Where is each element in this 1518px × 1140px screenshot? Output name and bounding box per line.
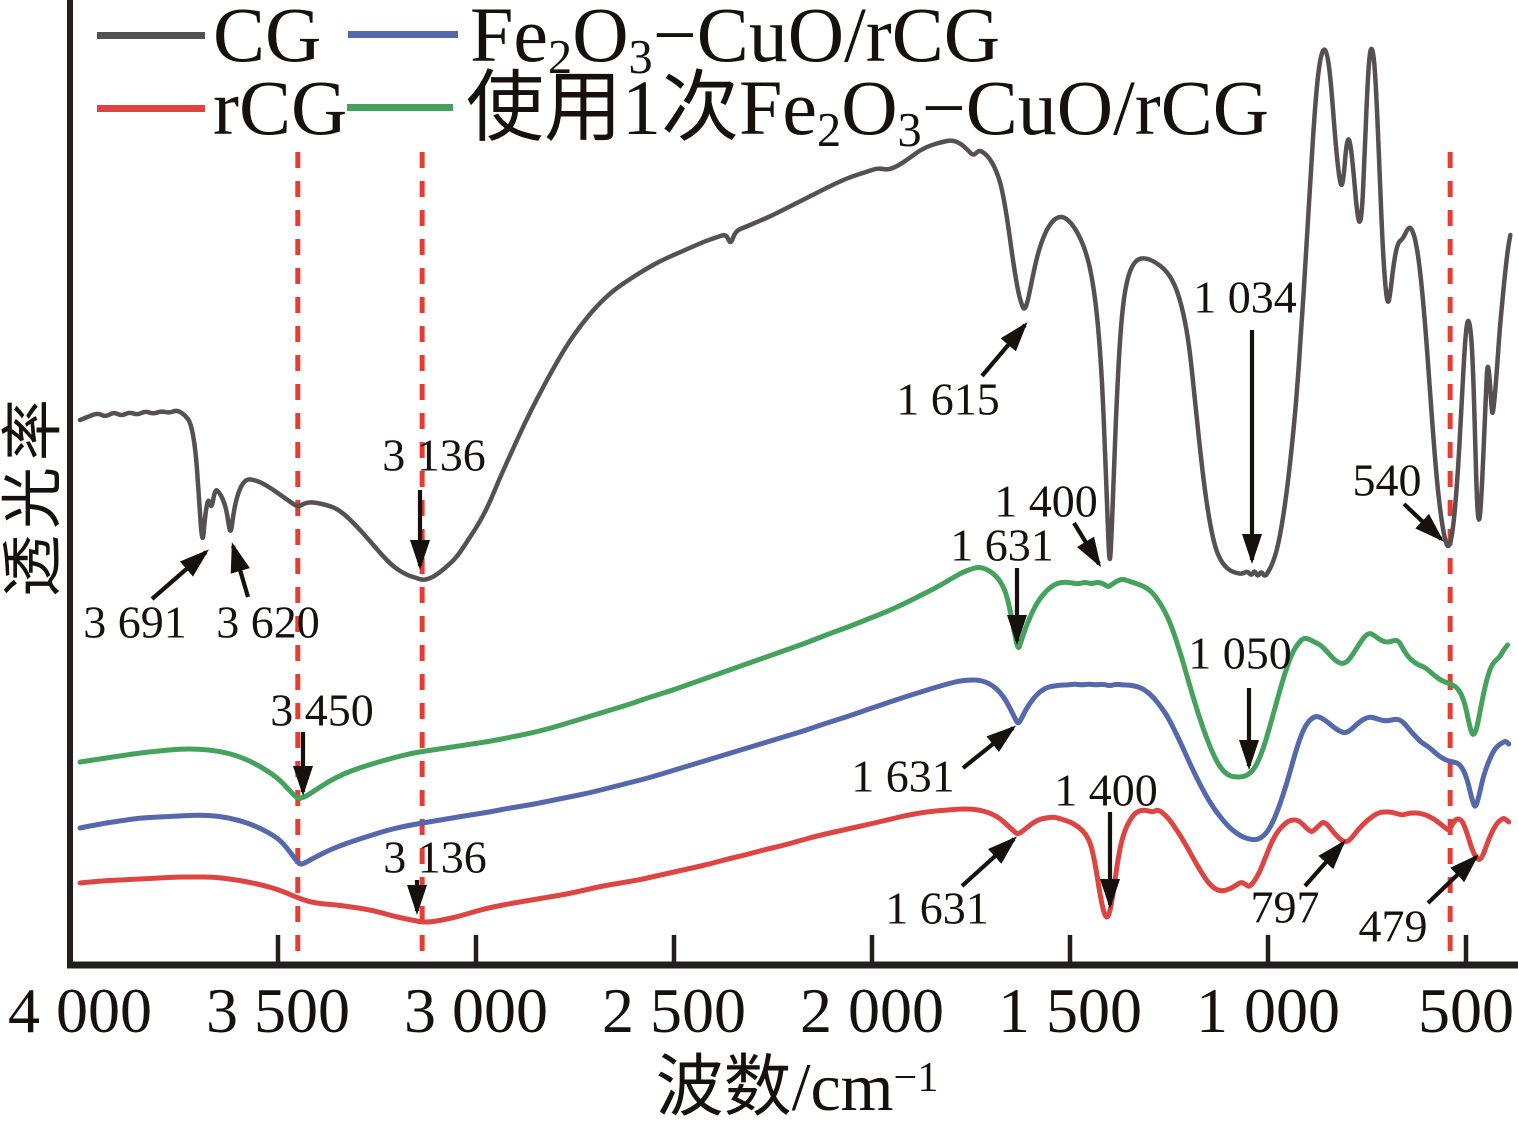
annotation-arrow-14 bbox=[1303, 840, 1346, 888]
series-curve-rCG bbox=[77, 806, 1512, 925]
annotation-label-3: 3 450 bbox=[270, 685, 374, 736]
annotation-arrow-11 bbox=[961, 725, 1017, 770]
annotation-label-8: 1 034 bbox=[1193, 272, 1297, 323]
x-tick-label-3000: 3 000 bbox=[404, 975, 548, 1046]
annotation-label-9: 540 bbox=[1353, 455, 1422, 506]
annotation-label-15: 479 bbox=[1359, 901, 1428, 952]
annotation-arrow-0 bbox=[150, 549, 210, 601]
annotation-label-6: 1 400 bbox=[994, 476, 1098, 527]
legend-label-fe2o3-cuo-rcg: Fe2O3−CuO/rCG bbox=[470, 0, 1001, 85]
x-tick-label-1500: 1 500 bbox=[998, 975, 1142, 1046]
annotation-arrow-1 bbox=[230, 542, 251, 598]
legend-label-rcg: rCG bbox=[213, 64, 348, 151]
annotation-label-14: 797 bbox=[1251, 882, 1320, 933]
x-tick-label-1000: 1 000 bbox=[1196, 975, 1340, 1046]
annotation-arrow-6 bbox=[1072, 521, 1102, 568]
annotation-arrow-5 bbox=[980, 321, 1028, 378]
series-curve-Fe2O3-CuO-rCG bbox=[77, 677, 1512, 867]
annotation-label-0: 3 691 bbox=[83, 597, 187, 648]
annotation-label-13: 1 400 bbox=[1054, 765, 1158, 816]
x-tick-label-2000: 2 000 bbox=[800, 975, 944, 1046]
legend-swatch-rcg bbox=[97, 105, 205, 112]
annotation-label-2: 3 136 bbox=[382, 430, 486, 481]
annotation-label-4: 3 136 bbox=[383, 832, 487, 883]
legend-swatch-fe2o3-cuo-rcg bbox=[348, 31, 458, 38]
series-curve--1-Fe2O3-CuO-rCG bbox=[77, 565, 1511, 801]
annotation-arrow-9 bbox=[1402, 502, 1444, 542]
annotation-arrow-12 bbox=[960, 836, 1017, 888]
annotation-label-7: 1 631 bbox=[950, 520, 1054, 571]
x-axis-label: 波数/cm−1 bbox=[655, 1049, 939, 1125]
annotation-label-10: 1 050 bbox=[1188, 628, 1292, 679]
x-tick-label-4000: 4 000 bbox=[8, 975, 152, 1046]
x-tick-label-3500: 3 500 bbox=[206, 975, 350, 1046]
annotation-label-11: 1 631 bbox=[851, 751, 955, 802]
legend-swatch-used-once bbox=[347, 104, 453, 111]
series-curve-CG bbox=[77, 46, 1513, 582]
x-tick-label-500: 500 bbox=[1418, 975, 1514, 1046]
annotation-arrow-15 bbox=[1426, 854, 1479, 905]
legend-label-cg: CG bbox=[213, 0, 322, 78]
legend-label-used-once: 使用1次Fe2O3−CuO/rCG bbox=[466, 64, 1270, 158]
annotation-label-12: 1 631 bbox=[885, 883, 989, 934]
legend-swatch-cg bbox=[97, 32, 205, 39]
x-tick-label-2500: 2 500 bbox=[602, 975, 746, 1046]
y-axis-label: 透光率 bbox=[0, 392, 68, 597]
annotation-label-1: 3 620 bbox=[216, 597, 320, 648]
annotation-label-5: 1 615 bbox=[896, 374, 1000, 425]
